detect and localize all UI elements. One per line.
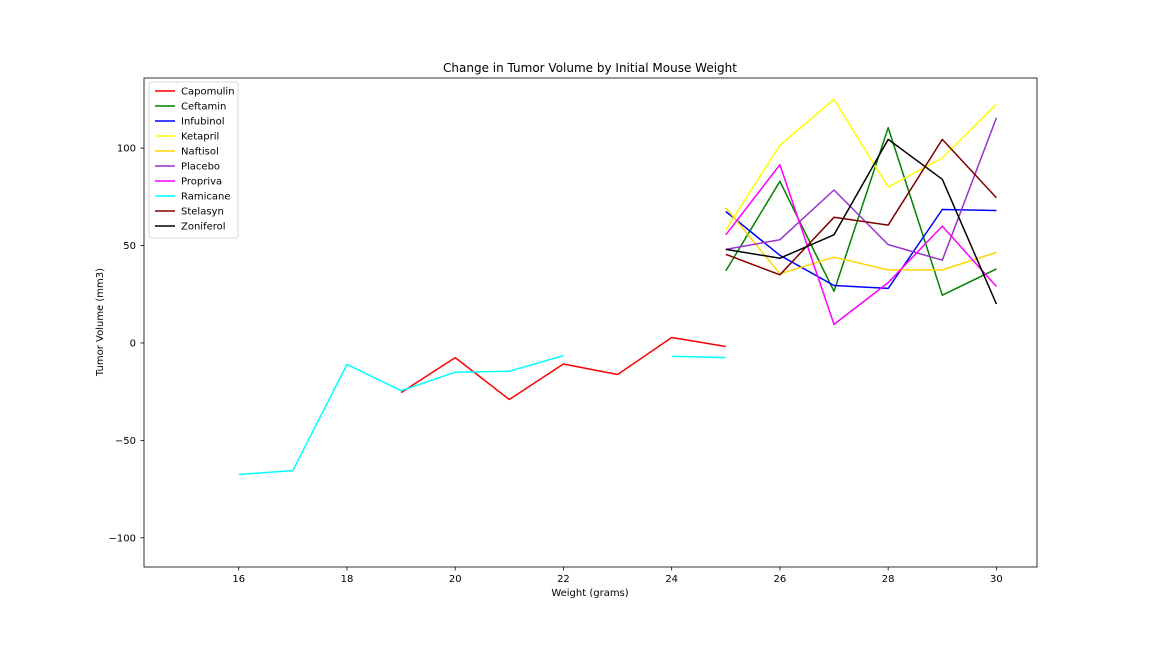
x-tick-label: 16 <box>232 574 245 585</box>
y-tick-label: 100 <box>117 144 136 155</box>
series-line-zoniferol <box>725 138 998 305</box>
x-tick-label: 28 <box>882 574 895 585</box>
series-line-ramicane <box>238 354 564 476</box>
series-line-stelasyn <box>725 138 997 276</box>
legend-label-ramicane: Ramicane <box>181 192 231 203</box>
legend-label-placebo: Placebo <box>181 162 220 173</box>
legend-label-ceftamin: Ceftamin <box>181 102 226 113</box>
y-tick-label: 50 <box>123 241 136 252</box>
legend: Capomulin Ceftamin Infubinol Ketapril Naftis… <box>148 81 239 239</box>
x-tick-label: 18 <box>341 574 354 585</box>
x-tick-label: 26 <box>774 574 787 585</box>
series-line-propriva <box>725 163 997 326</box>
y-tick-label: −100 <box>109 533 136 544</box>
series-line-naftisol <box>725 207 997 275</box>
x-tick-label: 24 <box>665 574 678 585</box>
chart-title: Change in Tumor Volume by Initial Mouse … <box>443 61 737 75</box>
series-line-capomulin <box>400 336 726 401</box>
legend-label-stelasyn: Stelasyn <box>181 207 224 218</box>
y-tick-label: −50 <box>115 436 136 447</box>
legend-label-ketapril: Ketapril <box>181 132 219 143</box>
x-tick-label: 30 <box>990 574 1003 585</box>
series-line-infubinol <box>725 208 997 290</box>
x-tick-label: 22 <box>557 574 570 585</box>
plot-frame <box>143 77 1038 568</box>
legend-label-propriva: Propriva <box>181 177 222 188</box>
x-tick-label: 20 <box>449 574 462 585</box>
plot-area: 16 18 20 22 24 26 28 30 −100 −50 0 50 100 Capomulin Ce… <box>109 77 1038 585</box>
y-axis-label: Tumor Volume (mm3) <box>95 268 106 377</box>
series-line-placebo <box>725 117 998 261</box>
series-line-ramicane-1 <box>671 355 726 359</box>
legend-label-naftisol: Naftisol <box>181 147 219 158</box>
legend-label-zoniferol: Zoniferol <box>181 222 226 233</box>
series-line-ceftamin <box>725 126 997 296</box>
legend-label-capomulin: Capomulin <box>181 87 235 98</box>
legend-label-infubinol: Infubinol <box>181 117 225 128</box>
y-tick-label: 0 <box>130 338 136 349</box>
x-axis-label: Weight (grams) <box>551 588 628 599</box>
